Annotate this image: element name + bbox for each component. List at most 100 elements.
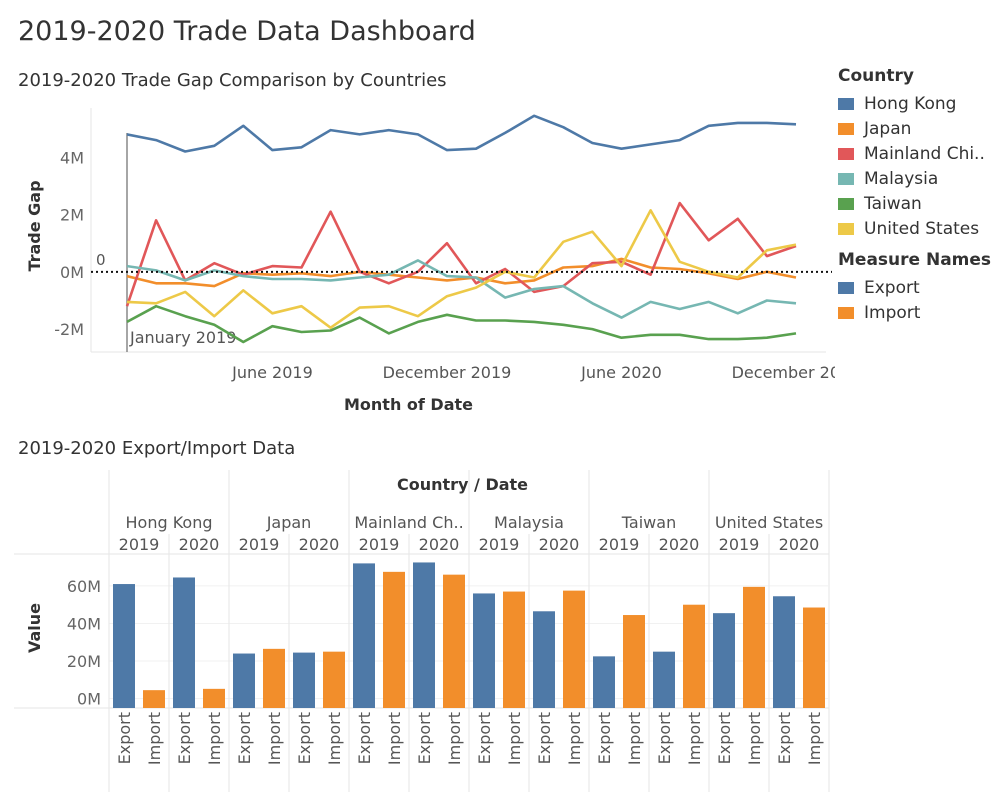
measure-axis-label: Import [625,712,644,765]
trade-gap-line-chart[interactable]: 4M 2M 0M -2M June 2019 December 2019 June 2020… [0,0,835,425]
bar-japan-2019-import[interactable] [263,648,285,708]
country-legend-item-united-states[interactable]: United States [838,216,1003,241]
bar-taiwan-2020-import[interactable] [683,604,705,708]
series-line-hong-kong[interactable] [126,114,797,153]
bar-united-states-2019-export[interactable] [713,613,735,708]
country-legend[interactable]: Country Hong Kong Japan Mainland Chi.. Mala… [838,66,1003,241]
series-line-malaysia[interactable] [126,259,797,319]
export-import-bar-chart[interactable]: 60M 40M 20M 0M Value Country / Date Hong Kong 2… [0,462,835,799]
legend-swatch [838,197,854,210]
measure-axis-label: Export [115,712,134,764]
measure-names-legend[interactable]: Measure Names Export Import [838,250,1003,325]
measure-legend-item-import[interactable]: Import [838,300,1003,325]
year-header: 2019 [119,535,160,554]
series-line-taiwan[interactable] [126,304,797,344]
bar-hong-kong-2019-export[interactable] [113,584,135,708]
year-header: 2019 [239,535,280,554]
country-header-japan: Japan [266,513,312,532]
bar-chart-title: 2019-2020 Export/Import Data [18,438,296,459]
measure-axis-label: Import [325,712,344,765]
measure-axis-label: Import [685,712,704,765]
country-header-united-states: United States [715,513,823,532]
measure-axis-label: Import [805,712,824,765]
legend-label: Mainland Chi.. [864,143,985,164]
legend-label: Malaysia [864,168,939,189]
bar-mainland-ch-2019-import[interactable] [383,571,405,708]
bar-malaysia-2020-import[interactable] [563,590,585,708]
measure-axis-label: Export [595,712,614,764]
measure-axis-label: Export [655,712,674,764]
legend-swatch [838,281,854,294]
bar-united-states-2020-import[interactable] [803,607,825,708]
country-legend-item-taiwan[interactable]: Taiwan [838,191,1003,216]
bar-malaysia-2020-export[interactable] [533,611,555,708]
bar-hong-kong-2020-export[interactable] [173,577,195,708]
bar-mainland-ch-2019-export[interactable] [353,563,375,708]
year-header: 2019 [599,535,640,554]
bar-taiwan-2020-export[interactable] [653,651,675,708]
measure-axis-label: Import [205,712,224,765]
measure-legend-item-export[interactable]: Export [838,275,1003,300]
legend-swatch [838,97,854,110]
bar-united-states-2019-import[interactable] [743,586,765,708]
measure-axis-label: Export [535,712,554,764]
country-legend-title: Country [838,66,914,86]
measure-axis-label: Export [175,712,194,764]
legend-swatch [838,172,854,185]
year-header: 2019 [719,535,760,554]
x-tick-label: June 2019 [231,363,313,382]
measure-axis-label: Import [385,712,404,765]
bar-united-states-2020-export[interactable] [773,596,795,708]
measure-axis-label: Import [565,712,584,765]
year-header: 2020 [419,535,460,554]
y-axis-title: Trade Gap [25,180,44,271]
country-legend-item-japan[interactable]: Japan [838,116,1003,141]
bar-y-tick-label: 0M [77,690,101,709]
legend-swatch [838,122,854,135]
measure-axis-label: Import [505,712,524,765]
bar-malaysia-2019-export[interactable] [473,593,495,708]
y-tick-label: -2M [54,320,84,339]
legend-label: Import [864,302,921,323]
legend-label: Hong Kong [864,93,957,114]
year-header: 2020 [539,535,580,554]
legend-swatch [838,306,854,319]
measure-axis-label: Import [445,712,464,765]
bar-japan-2020-import[interactable] [323,651,345,708]
reference-line-label: 0 [96,251,106,269]
bar-y-tick-label: 20M [67,652,101,671]
bar-hong-kong-2019-import[interactable] [143,690,165,708]
bar-mainland-ch-2020-import[interactable] [443,574,465,708]
series-line-mainland-chi[interactable] [125,201,797,307]
country-header-hong-kong: Hong Kong [126,513,213,532]
measure-axis-label: Import [745,712,764,765]
year-header: 2020 [179,535,220,554]
legend-label: United States [864,218,980,239]
bar-taiwan-2019-import[interactable] [623,615,645,708]
bar-japan-2019-export[interactable] [233,653,255,708]
y-tick-label: 0M [60,263,84,282]
bar-mainland-ch-2020-export[interactable] [413,562,435,708]
measure-axis-label: Export [715,712,734,764]
bar-column-header: Country / Date [397,475,528,494]
country-legend-item-mainland-chi[interactable]: Mainland Chi.. [838,141,1003,166]
x-axis-title: Month of Date [344,395,473,414]
x-tick-label: December 2020 [732,363,835,382]
measure-axis-label: Import [145,712,164,765]
country-header-mainland-ch: Mainland Ch.. [354,513,463,532]
country-header-malaysia: Malaysia [494,513,564,532]
bar-japan-2020-export[interactable] [293,652,315,708]
bar-taiwan-2019-export[interactable] [593,656,615,708]
x-tick-label: June 2020 [580,363,662,382]
measure-axis-label: Export [295,712,314,764]
bar-y-tick-label: 40M [67,614,101,633]
measure-axis-label: Import [265,712,284,765]
series-line-united-states[interactable] [126,209,797,329]
measure-axis-label: Export [355,712,374,764]
country-legend-item-hong-kong[interactable]: Hong Kong [838,91,1003,116]
legend-swatch [838,222,854,235]
country-legend-item-malaysia[interactable]: Malaysia [838,166,1003,191]
bar-hong-kong-2020-import[interactable] [203,688,225,708]
year-header: 2019 [479,535,520,554]
bar-malaysia-2019-import[interactable] [503,591,525,708]
